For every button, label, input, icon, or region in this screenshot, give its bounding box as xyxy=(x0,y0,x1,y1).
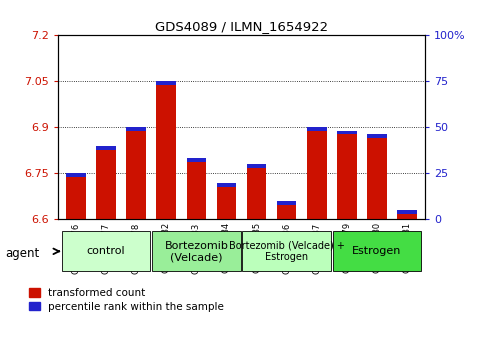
Text: Bortezomib
(Velcade): Bortezomib (Velcade) xyxy=(164,240,228,262)
Bar xyxy=(66,173,86,177)
Bar xyxy=(397,210,417,219)
Bar xyxy=(127,127,146,219)
Text: agent: agent xyxy=(5,247,39,259)
Text: Estrogen: Estrogen xyxy=(352,246,401,256)
Bar xyxy=(307,127,327,131)
Bar xyxy=(217,183,236,187)
Bar xyxy=(127,127,146,131)
Bar xyxy=(277,201,297,219)
FancyBboxPatch shape xyxy=(152,232,241,271)
Title: GDS4089 / ILMN_1654922: GDS4089 / ILMN_1654922 xyxy=(155,20,328,33)
Text: control: control xyxy=(87,246,126,256)
Bar xyxy=(186,158,206,162)
Bar xyxy=(247,164,266,168)
Bar xyxy=(247,164,266,219)
Bar xyxy=(367,133,387,138)
Bar xyxy=(96,146,116,150)
Bar xyxy=(337,131,356,219)
FancyBboxPatch shape xyxy=(62,232,150,271)
Bar xyxy=(367,133,387,219)
Bar xyxy=(277,201,297,205)
Legend: transformed count, percentile rank within the sample: transformed count, percentile rank withi… xyxy=(29,289,224,312)
Bar xyxy=(186,158,206,219)
Bar xyxy=(156,81,176,85)
Bar xyxy=(307,127,327,219)
Bar xyxy=(156,81,176,219)
FancyBboxPatch shape xyxy=(333,232,421,271)
Bar xyxy=(96,146,116,219)
FancyBboxPatch shape xyxy=(242,232,331,271)
Bar xyxy=(397,210,417,214)
Bar xyxy=(337,131,356,135)
Bar xyxy=(217,183,236,219)
Text: Bortezomib (Velcade) +
Estrogen: Bortezomib (Velcade) + Estrogen xyxy=(228,240,344,262)
Bar xyxy=(66,173,86,219)
